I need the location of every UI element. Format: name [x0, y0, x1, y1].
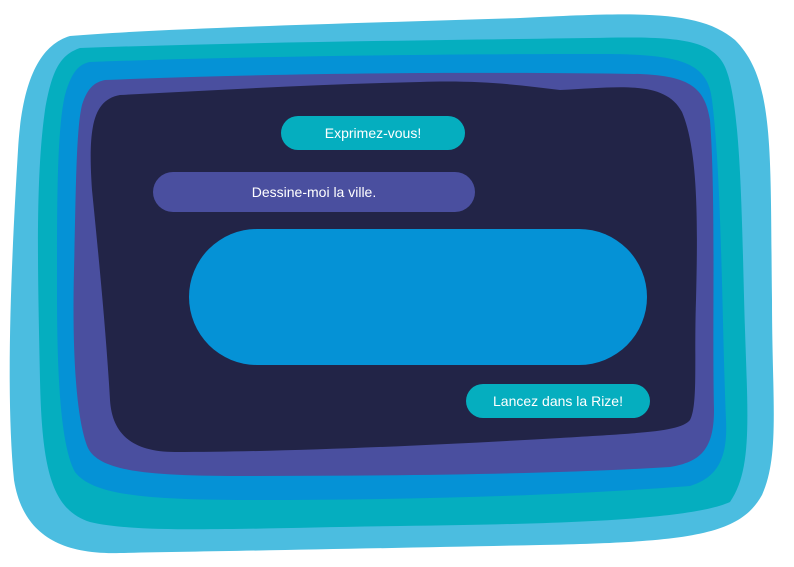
submit-button[interactable]: Lancez dans la Rize! — [466, 384, 650, 418]
drawing-input-area[interactable] — [189, 229, 647, 365]
title-pill: Exprimez-vous! — [281, 116, 465, 150]
prompt-pill: Dessine-moi la ville. — [153, 172, 475, 212]
